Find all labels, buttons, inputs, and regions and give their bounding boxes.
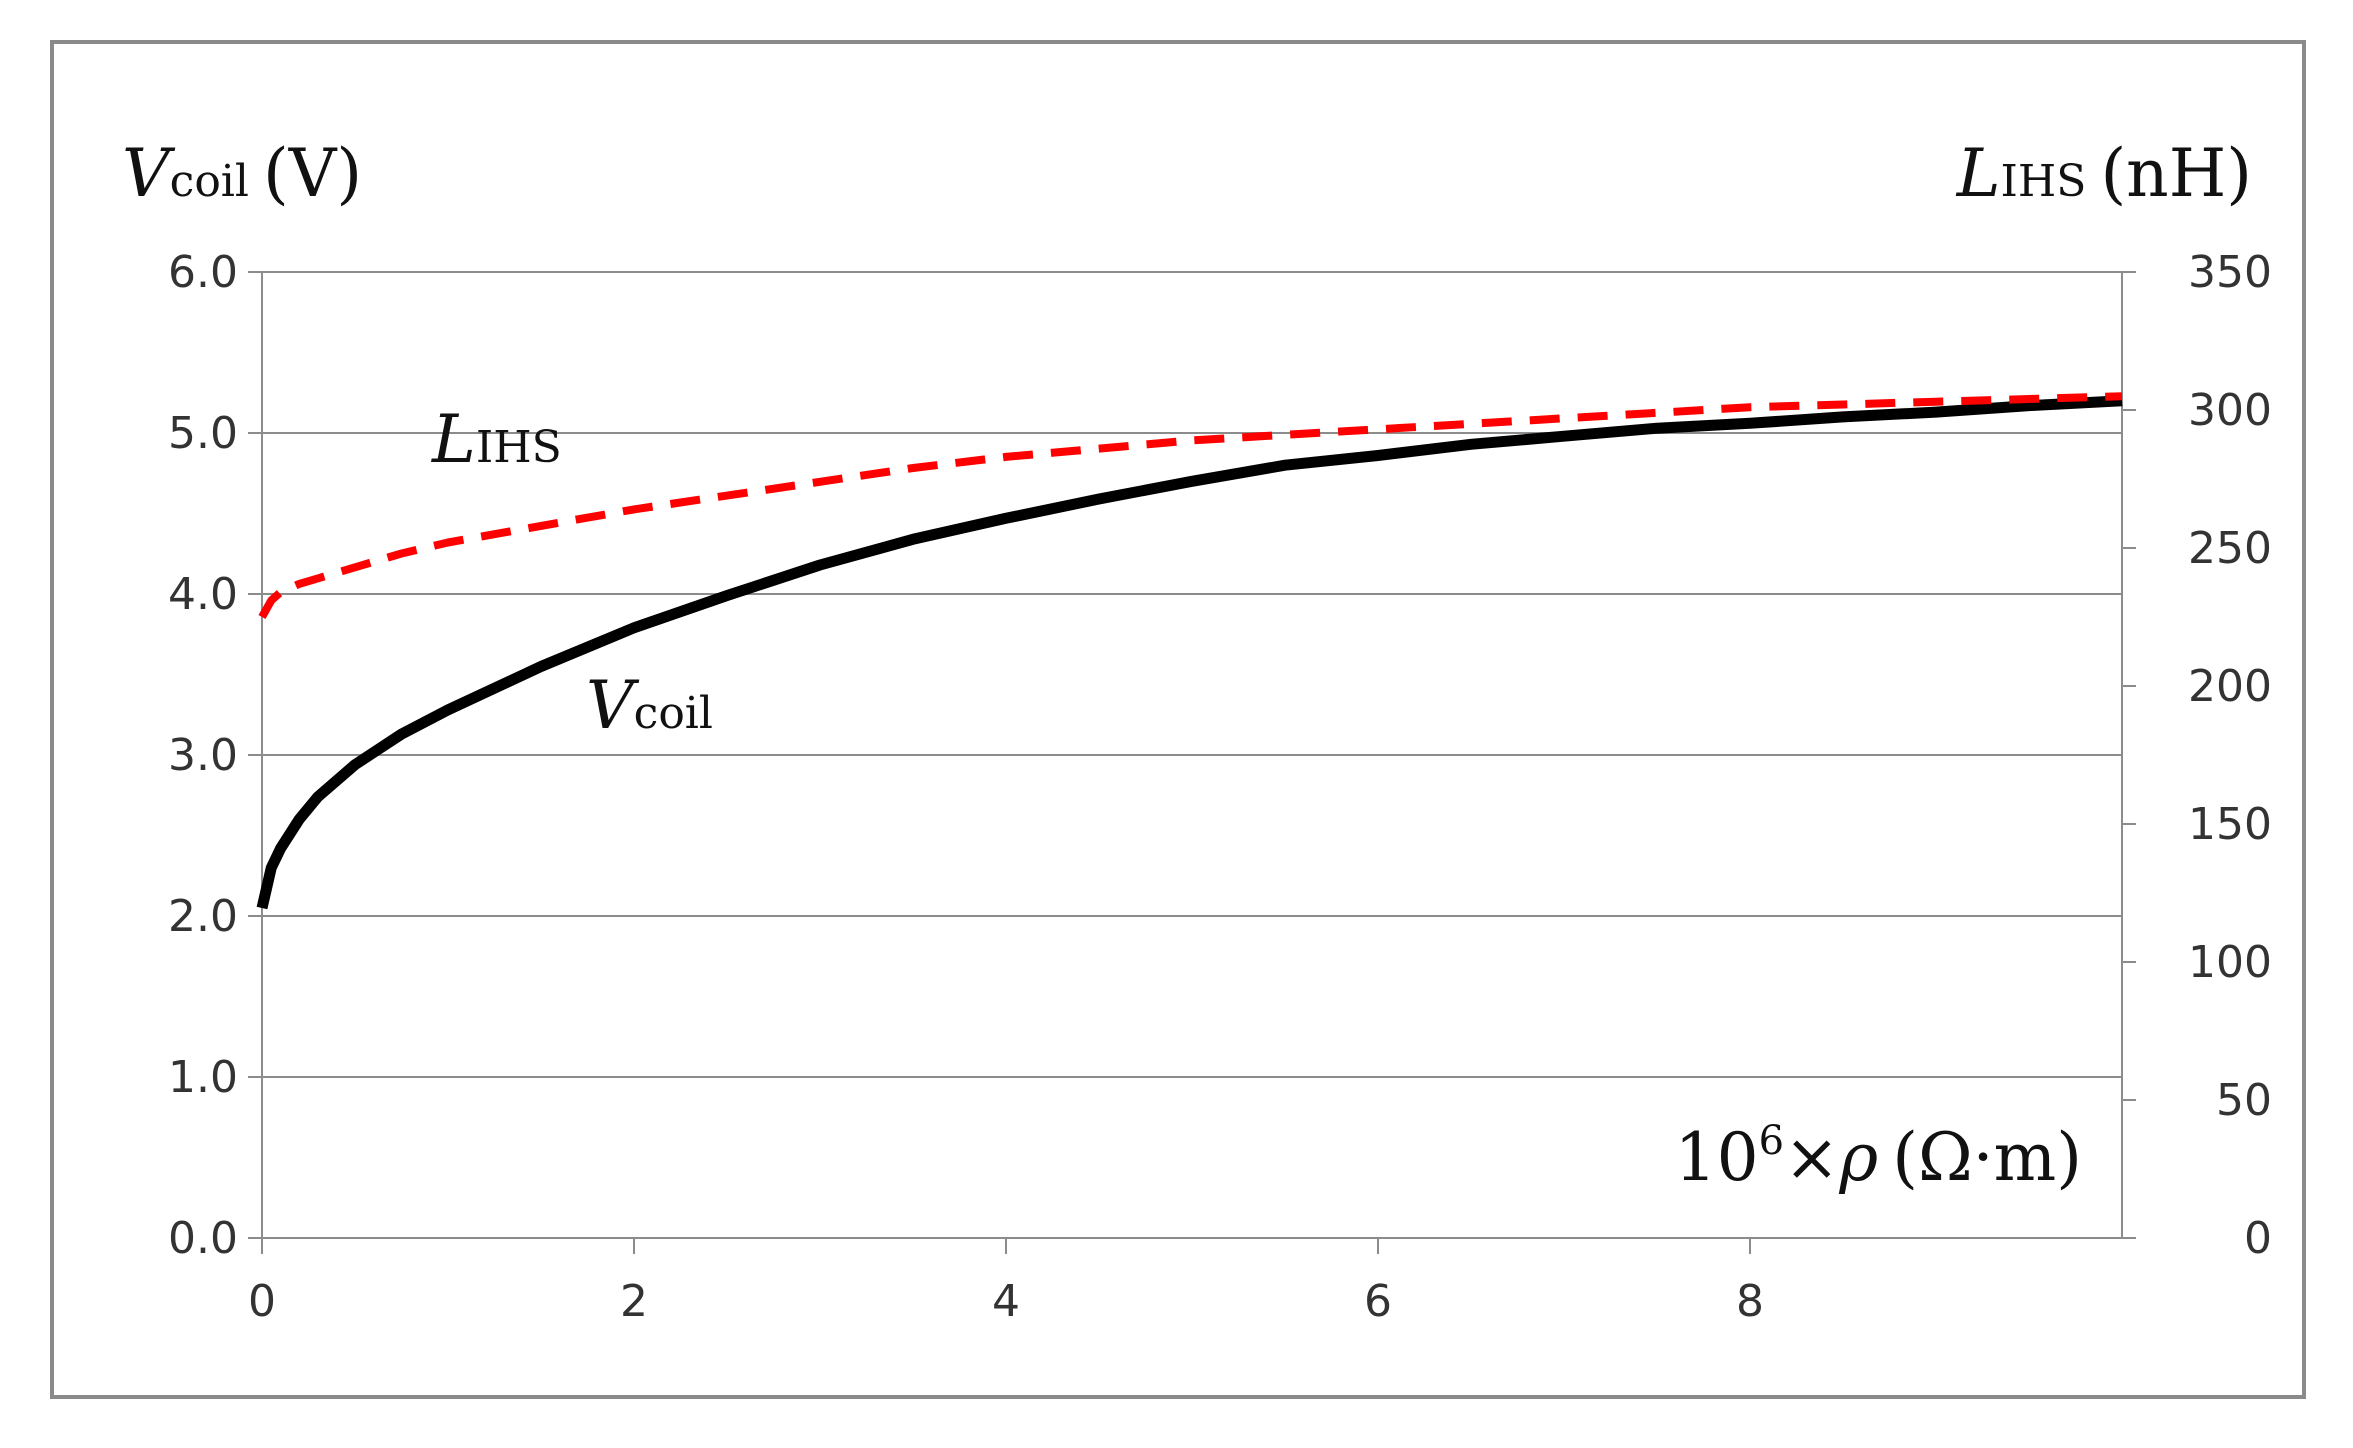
left-tick-label: 0.0 — [168, 1213, 238, 1264]
right-axis-ticks: 0 50 100 150 200 250 300 350 — [2122, 247, 2272, 1264]
series-label-vcoil: Vcoil — [586, 667, 713, 744]
right-tick-label: 350 — [2188, 247, 2272, 298]
series-line-vcoil — [256, 395, 2123, 910]
right-axis-title: LIHS (nH) — [1956, 135, 2252, 212]
x-tick-label: 2 — [620, 1276, 648, 1327]
left-axis-title: Vcoil (V) — [122, 135, 362, 212]
right-tick-label: 100 — [2188, 937, 2272, 988]
right-tick-label: 0 — [2244, 1213, 2272, 1264]
x-tick-label: 6 — [1364, 1276, 1392, 1327]
right-tick-label: 150 — [2188, 799, 2272, 850]
series-line-lihs — [258, 392, 2123, 619]
x-tick-label: 0 — [248, 1276, 276, 1327]
x-axis-ticks: 0 2 4 6 8 — [248, 1238, 1764, 1327]
left-tick-label: 6.0 — [168, 247, 238, 298]
left-axis-ticks: 0.0 1.0 2.0 3.0 4.0 5.0 6.0 — [168, 247, 262, 1264]
left-tick-label: 3.0 — [168, 730, 238, 781]
right-tick-label: 200 — [2188, 661, 2272, 712]
gridlines — [262, 271, 2122, 1078]
right-tick-label: 300 — [2188, 385, 2272, 436]
left-tick-label: 4.0 — [168, 569, 238, 620]
right-tick-label: 250 — [2188, 523, 2272, 574]
left-tick-label: 2.0 — [168, 891, 238, 942]
x-tick-label: 4 — [992, 1276, 1020, 1327]
x-tick-label: 8 — [1736, 1276, 1764, 1327]
left-tick-label: 1.0 — [168, 1052, 238, 1103]
left-tick-label: 5.0 — [168, 408, 238, 459]
x-axis-title: 106×ρ (Ω·m) — [1675, 1118, 2082, 1196]
series — [256, 392, 2123, 910]
series-label-lihs: LIHS — [431, 401, 562, 478]
right-tick-label: 50 — [2216, 1075, 2272, 1126]
